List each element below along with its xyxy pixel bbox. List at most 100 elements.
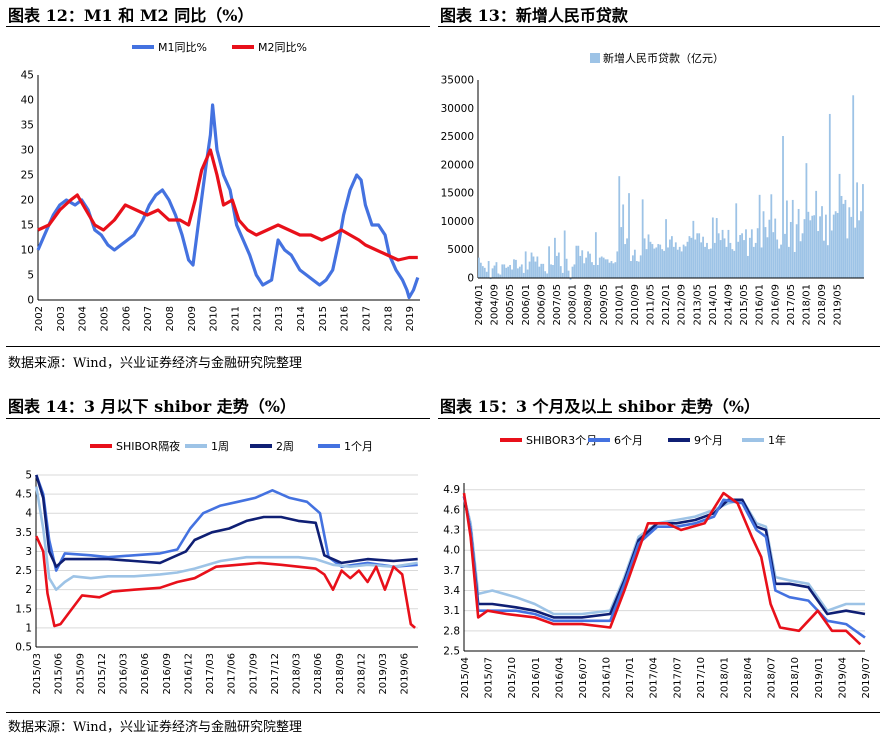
c13-bar [830,230,833,278]
top-rule-right [438,26,880,27]
c12-xtick-label: 2018 [383,306,394,331]
top-rule-left-2 [6,418,430,419]
c13-bar [752,246,755,278]
c13-xtick-label: 2018/09 [817,284,828,326]
c13-bar [526,269,529,278]
c13-bar [594,232,597,278]
c13-bar [840,195,843,278]
c13-bar [649,241,652,278]
c14-ytick-label: 2 [25,584,32,596]
c13-bar [723,238,726,278]
c13-bar [799,241,802,278]
c13-bar [747,255,749,278]
c13-bar [678,246,681,278]
c13-xtick-label: 2014/09 [724,284,735,326]
c13-bar [550,264,552,278]
c13-bar [516,268,519,278]
c12-legend-label: M1同比% [158,41,207,54]
c14-xtick-label: 2018/06 [313,653,324,695]
c13-xtick-label: 2016/09 [770,284,781,326]
c13-ytick-label: 35000 [441,75,474,87]
c13-bar [513,259,515,278]
c13-bar [479,262,482,278]
c13-bar [760,247,763,278]
c13-bar [598,257,601,278]
c13-bar [585,257,588,278]
c13-bar [828,113,831,278]
c12-ytick-label: 45 [21,70,34,82]
c14-series-line [35,535,416,629]
c13-xtick-label: 2009/05 [599,284,610,326]
c13-xtick-label: 2006/01 [521,284,532,326]
c13-bar [563,230,566,278]
c13-legend-swatch [590,53,600,63]
c13-xtick-label: 2012/01 [661,284,672,326]
c13-bar [713,242,716,278]
c12-xtick-label: 2010 [209,306,220,331]
c15-xtick-label: 2017/10 [696,657,707,699]
c14-xtick-label: 2019/03 [378,653,389,695]
bottom-rule-top [6,346,880,347]
c13-bar [715,218,718,278]
c12-xtick-label: 2014 [296,306,307,331]
c13-bar [524,251,527,278]
top-rule-left [6,26,430,27]
c14-ytick-label: 3 [25,546,32,558]
c13-bar [565,258,568,278]
c13-bar [606,259,609,278]
c13-bar [844,199,847,278]
c14-xtick-label: 2018/03 [292,653,303,695]
c13-bar [671,236,673,278]
c14-xtick-label: 2018/12 [356,653,367,695]
c13-ytick-label: 0 [467,273,474,285]
c13-bar [805,163,808,278]
c12-xtick-label: 2007 [143,306,154,331]
c13-bar [663,250,666,278]
c14-legend-label: 2周 [276,440,294,453]
c13-bar [604,259,607,278]
c15-series-line [462,496,865,616]
c13-ytick-label: 15000 [441,188,474,200]
c13-bar [862,184,864,278]
c13-bar [667,247,669,278]
c13-bar [801,233,804,278]
c15-xtick-label: 2015/10 [507,657,518,699]
top-rule-right-2 [438,418,880,419]
c15-xtick-label: 2018/10 [790,657,801,699]
c12-ytick-label: 30 [21,145,34,157]
c14-xtick-label: 2019/06 [400,653,411,695]
c15-xtick-label: 2017/07 [672,657,683,699]
c13-xtick-label: 2008/09 [583,284,594,326]
c13-bar [762,211,765,278]
c13-bar [515,259,517,278]
c13-bar [787,246,790,278]
c13-bar [784,233,786,278]
c13-xtick-label: 2010/09 [630,284,641,326]
c13-bar [756,228,759,278]
chart12-title: 图表 12：M1 和 M2 同比（%） [8,6,254,25]
c13-bar [721,229,724,278]
c13-bar [729,242,732,278]
c13-bar [739,235,742,278]
c13-bar [641,199,644,278]
c13-bar [709,248,712,278]
c13-bar [591,262,593,278]
c13-bar [657,244,660,278]
c13-bar [501,264,504,278]
c13-bar [622,204,625,278]
c15-xtick-label: 2016/07 [578,657,589,699]
c13-bar [485,271,488,278]
c13-bar [602,257,605,278]
c13-bar [643,238,646,278]
c13-bar [772,232,775,278]
c13-bar [669,239,671,278]
c15-xtick-label: 2019/07 [861,657,872,699]
c14-xtick-label: 2017/12 [270,653,281,695]
c12-xtick-label: 2006 [121,306,132,331]
c15-xtick-label: 2018/07 [767,657,778,699]
c13-bar [495,262,498,278]
c13-bar [483,267,486,278]
c13-bar [832,214,835,278]
c13-bar [633,249,636,278]
c14-xtick-label: 2016/06 [140,653,151,695]
